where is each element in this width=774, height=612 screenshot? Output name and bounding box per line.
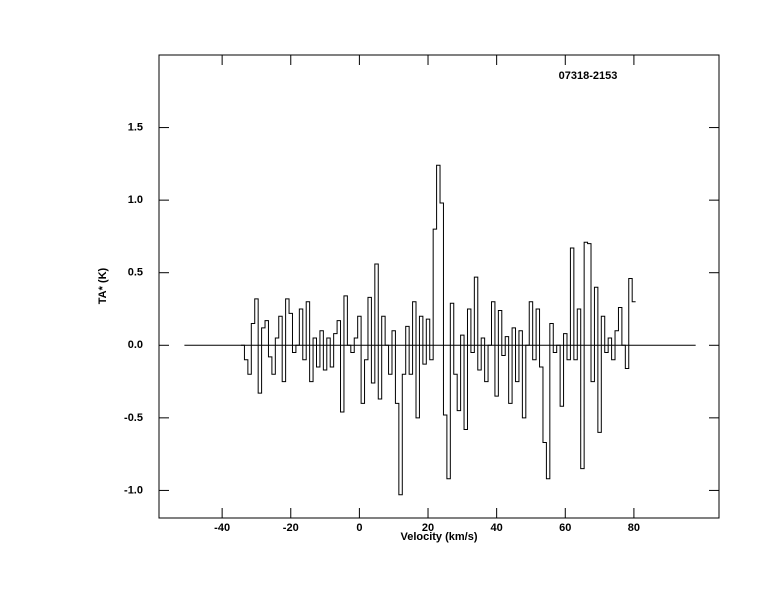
x-tick-label: 20	[422, 522, 434, 534]
y-tick-label: 1.5	[128, 121, 143, 133]
y-tick-label: -1.0	[124, 484, 143, 496]
y-axis-label: TA* (K)	[97, 267, 109, 304]
x-tick-label: 80	[628, 522, 640, 534]
spectrum-line	[241, 164, 636, 496]
x-tick-label: 0	[356, 522, 362, 534]
y-tick-label: -0.5	[124, 412, 143, 424]
plot-frame	[158, 54, 720, 519]
x-tick-label: -40	[214, 522, 230, 534]
x-tick-label: 60	[559, 522, 571, 534]
chart-title: 07318-2153	[559, 70, 618, 82]
x-tick-label: 40	[491, 522, 503, 534]
x-tick-label: -20	[283, 522, 299, 534]
x-axis-label: Velocity (km/s)	[400, 531, 477, 543]
y-tick-label: 0.5	[128, 267, 143, 279]
y-tick-label: 1.0	[128, 194, 143, 206]
y-tick-label: 0.0	[128, 339, 143, 351]
